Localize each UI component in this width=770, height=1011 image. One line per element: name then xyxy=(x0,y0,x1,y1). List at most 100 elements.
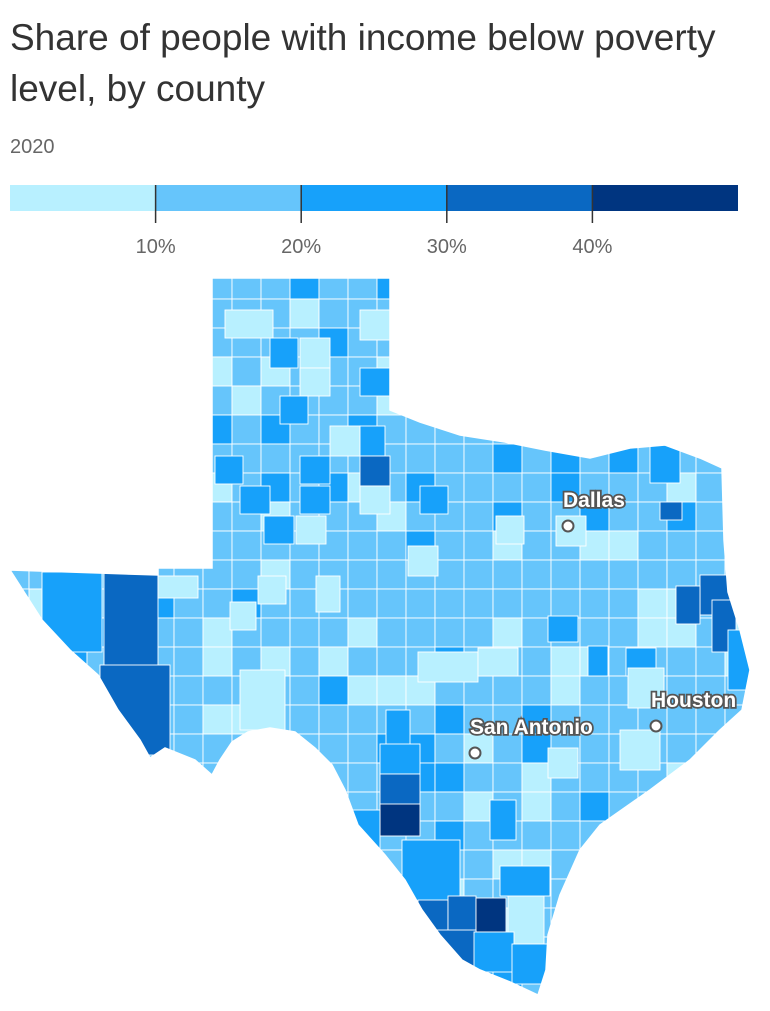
county-cell xyxy=(637,907,668,938)
county-cell xyxy=(115,907,146,938)
county-cell xyxy=(521,559,552,590)
county-cell xyxy=(202,356,233,387)
county-cell xyxy=(463,617,494,648)
county-cell xyxy=(28,878,59,909)
county-cell xyxy=(144,936,175,967)
county-cell xyxy=(754,937,770,966)
county-cell xyxy=(754,560,770,589)
county-cell xyxy=(463,849,494,880)
county-cell xyxy=(754,647,770,676)
county-cell xyxy=(724,878,750,909)
chart-subtitle: 2020 xyxy=(10,136,55,158)
county-cell xyxy=(724,791,750,822)
county-cell xyxy=(754,386,770,415)
county-cell xyxy=(521,472,552,503)
county-cell xyxy=(637,965,668,995)
county-cell xyxy=(10,443,30,474)
county-cell xyxy=(754,821,770,850)
county-cell xyxy=(28,356,59,387)
county-cell xyxy=(754,473,770,502)
legend-tick-label: 30% xyxy=(427,236,467,258)
county-cell xyxy=(260,878,291,909)
county-cell xyxy=(173,530,204,561)
county-cell xyxy=(347,849,378,880)
county-cell xyxy=(637,588,668,619)
county-cell xyxy=(724,298,750,329)
county-cell xyxy=(202,385,233,416)
county-cell xyxy=(57,849,88,880)
county-cell xyxy=(489,799,517,841)
chart-title: Share of people with income below povert… xyxy=(10,17,716,109)
county-cell xyxy=(463,559,494,590)
county-cell xyxy=(724,501,750,532)
county-cell xyxy=(477,647,519,677)
county-cell xyxy=(579,965,610,995)
county-cell xyxy=(550,327,581,358)
county-cell xyxy=(637,617,668,648)
county-cell xyxy=(10,994,30,995)
county-cell xyxy=(86,936,117,967)
county-cell xyxy=(289,878,320,909)
county-cell xyxy=(579,791,610,822)
county-cell xyxy=(86,994,117,995)
county-cell xyxy=(666,278,697,300)
county-cell xyxy=(724,443,750,474)
county-cell xyxy=(289,588,320,619)
county-cell xyxy=(260,849,291,880)
county-cell xyxy=(10,733,30,764)
county-cell xyxy=(499,865,551,897)
county-cell xyxy=(754,995,770,1006)
county-cell xyxy=(754,502,770,531)
county-cell xyxy=(724,385,750,416)
county-cell xyxy=(115,298,146,329)
county-cell xyxy=(724,820,750,851)
county-cell xyxy=(239,485,271,515)
county-cell xyxy=(550,414,581,445)
county-cell xyxy=(695,414,726,445)
county-cell xyxy=(144,501,175,532)
county-cell xyxy=(550,791,581,822)
county-cell xyxy=(144,327,175,358)
county-cell xyxy=(492,588,523,619)
county-cell xyxy=(550,443,581,474)
legend-bin xyxy=(10,185,156,211)
county-cell xyxy=(754,444,770,473)
county-cell xyxy=(405,327,436,358)
county-cell xyxy=(579,994,610,995)
county-cell xyxy=(695,327,726,358)
county-cell xyxy=(173,878,204,909)
county-cell xyxy=(754,589,770,618)
county-cell xyxy=(608,414,639,445)
county-cell xyxy=(144,878,175,909)
county-cell xyxy=(10,356,30,387)
county-cell xyxy=(260,907,291,938)
county-cell xyxy=(550,356,581,387)
county-cell xyxy=(144,907,175,938)
county-cell xyxy=(637,820,668,851)
county-cell xyxy=(695,298,726,329)
county-cell xyxy=(347,762,378,793)
county-cell xyxy=(173,472,204,503)
county-cell xyxy=(608,588,639,619)
county-cell xyxy=(202,791,233,822)
legend-bin xyxy=(592,185,738,211)
county-cell xyxy=(260,762,291,793)
county-cell xyxy=(521,385,552,416)
county-cell xyxy=(329,425,361,457)
county-cell xyxy=(695,791,726,822)
county-cell xyxy=(10,907,30,938)
county-cell xyxy=(521,646,552,677)
county-cell xyxy=(359,367,391,397)
county-cell xyxy=(521,501,552,532)
county-cell xyxy=(463,472,494,503)
county-cell xyxy=(173,733,204,764)
city-marker xyxy=(561,519,575,533)
county-cell xyxy=(289,559,320,590)
county-cell xyxy=(463,501,494,532)
county-cell xyxy=(299,367,331,397)
county-cell xyxy=(115,965,146,995)
county-cell xyxy=(231,733,262,764)
county-cell xyxy=(724,849,750,880)
county-cell xyxy=(695,965,726,995)
county-cell xyxy=(463,278,494,300)
